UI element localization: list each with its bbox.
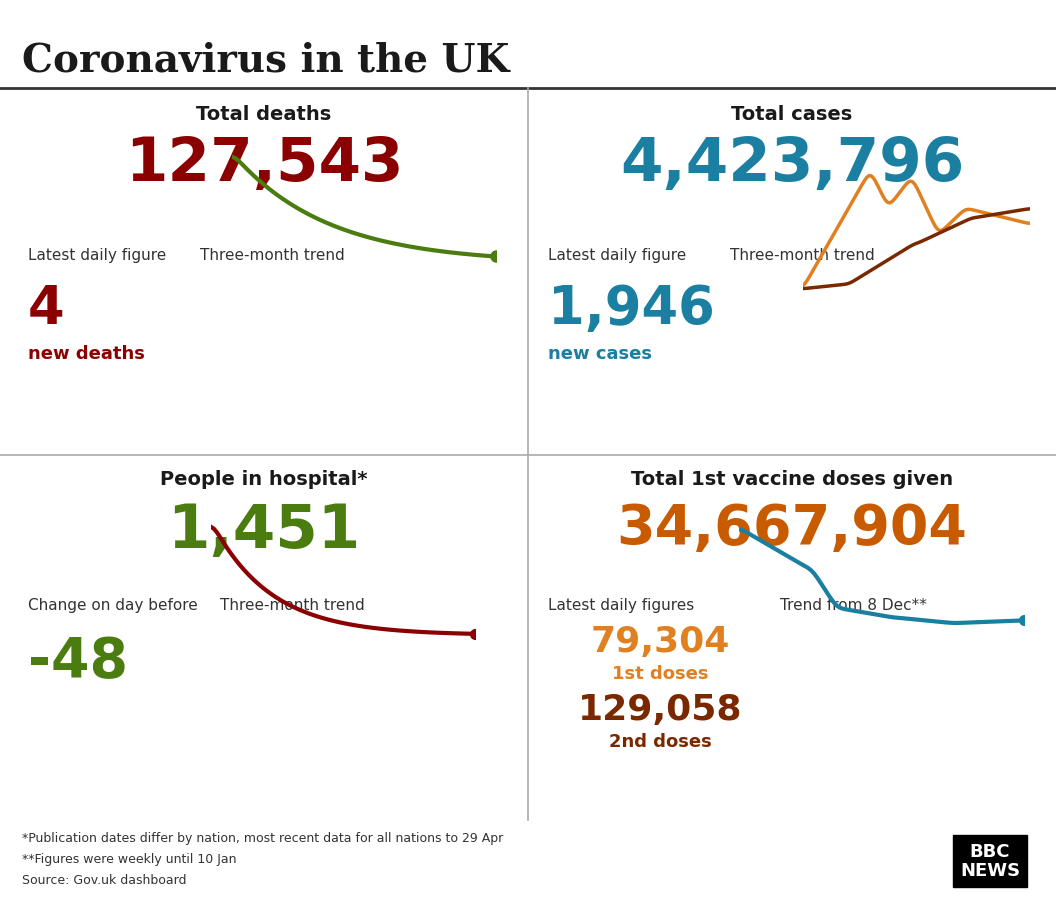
Text: -48: -48 (29, 635, 128, 689)
Text: *Publication dates differ by nation, most recent data for all nations to 29 Apr: *Publication dates differ by nation, mos… (22, 832, 504, 845)
Text: Coronavirus in the UK: Coronavirus in the UK (22, 42, 509, 80)
Text: 4: 4 (29, 283, 64, 335)
Text: 127,543: 127,543 (125, 135, 403, 194)
Text: Source: Gov.uk dashboard: Source: Gov.uk dashboard (22, 874, 187, 887)
Text: Latest daily figure: Latest daily figure (548, 248, 686, 263)
Text: Three-month trend: Three-month trend (200, 248, 344, 263)
Text: People in hospital*: People in hospital* (161, 470, 367, 489)
Text: 4,423,796: 4,423,796 (620, 135, 964, 194)
Text: 79,304: 79,304 (590, 625, 730, 659)
Text: 2nd doses: 2nd doses (608, 733, 712, 751)
Text: 129,058: 129,058 (578, 693, 742, 727)
Text: Latest daily figures: Latest daily figures (548, 598, 694, 613)
Text: Latest daily figure: Latest daily figure (29, 248, 166, 263)
Text: 1st doses: 1st doses (611, 665, 709, 683)
Text: Total 1st vaccine doses given: Total 1st vaccine doses given (630, 470, 954, 489)
Text: Total deaths: Total deaths (196, 105, 332, 124)
Text: Change on day before: Change on day before (29, 598, 197, 613)
Text: BBC
NEWS: BBC NEWS (960, 843, 1020, 880)
Text: 1,451: 1,451 (167, 502, 361, 561)
Text: 34,667,904: 34,667,904 (617, 502, 967, 556)
Text: Total cases: Total cases (732, 105, 852, 124)
Text: Three-month trend: Three-month trend (220, 598, 364, 613)
Text: Three-month trend: Three-month trend (730, 248, 874, 263)
Text: new deaths: new deaths (29, 345, 145, 363)
Text: new cases: new cases (548, 345, 652, 363)
Text: Trend from 8 Dec**: Trend from 8 Dec** (780, 598, 927, 613)
Text: 1,946: 1,946 (548, 283, 715, 335)
Text: **Figures were weekly until 10 Jan: **Figures were weekly until 10 Jan (22, 853, 237, 866)
